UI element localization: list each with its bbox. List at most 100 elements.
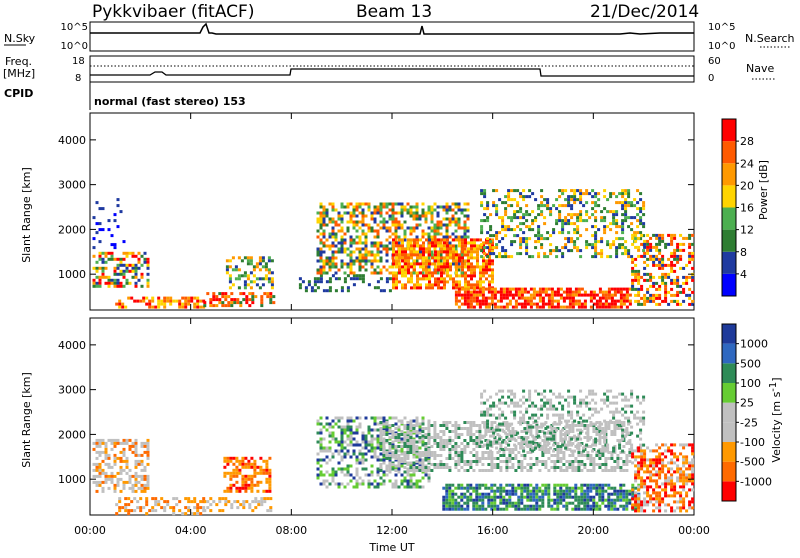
echo-cell — [475, 490, 478, 493]
echo-cell — [463, 421, 466, 424]
echo-cell — [326, 486, 329, 489]
echo-cell — [344, 212, 347, 215]
echo-cell — [245, 298, 248, 301]
echo-cell — [256, 481, 259, 484]
echo-cell — [374, 420, 377, 423]
echo-cell — [338, 468, 341, 471]
echo-cell — [430, 451, 433, 454]
echo-cell — [480, 192, 483, 195]
echo-cell — [505, 502, 508, 505]
echo-cell — [419, 447, 422, 450]
echo-cell — [124, 306, 127, 309]
echo-cell — [480, 204, 483, 207]
echo-cell — [546, 237, 549, 240]
echo-cell — [646, 240, 649, 243]
echo-cell — [590, 306, 593, 309]
echo-cell — [359, 257, 362, 260]
echo-cell — [528, 405, 531, 408]
echo-cell — [413, 227, 416, 230]
echo-cell — [519, 195, 522, 198]
echo-cell — [431, 238, 434, 241]
echo-cell — [445, 490, 448, 493]
echo-cell — [507, 195, 510, 198]
echo-cell — [105, 454, 108, 457]
echo-cell — [528, 228, 531, 231]
echo-cell — [670, 234, 673, 237]
echo-cell — [229, 484, 232, 487]
echo-cell — [362, 459, 365, 462]
n-sky-label: N.Sky — [4, 32, 36, 45]
echo-cell — [398, 260, 401, 263]
echo-cell — [480, 396, 483, 399]
echo-cell — [480, 435, 483, 438]
echo-cell — [557, 303, 560, 306]
echo-cell — [124, 506, 127, 509]
echo-cell — [400, 445, 403, 448]
echo-cell — [250, 262, 253, 265]
echo-cell — [380, 483, 383, 486]
echo-cell — [619, 487, 622, 490]
echo-cell — [317, 260, 320, 263]
echo-cell — [401, 215, 404, 218]
echo-cell — [569, 294, 572, 297]
echo-cell — [631, 270, 634, 273]
echo-cell — [445, 424, 448, 427]
echo-cell — [634, 288, 637, 291]
echo-cell — [406, 454, 409, 457]
echo-cell — [511, 502, 514, 505]
echo-cell — [489, 240, 492, 243]
echo-cell — [561, 255, 564, 258]
echo-cell — [498, 408, 501, 411]
echo-cell — [496, 496, 499, 499]
echo-cell — [601, 484, 604, 487]
echo-cell — [532, 490, 535, 493]
echo-cell — [451, 502, 454, 505]
echo-cell — [398, 224, 401, 227]
echo-cell — [602, 297, 605, 300]
echo-cell — [486, 231, 489, 234]
echo-cell — [492, 189, 495, 192]
echo-cell — [117, 282, 120, 285]
echo-cell — [395, 250, 398, 253]
echo-cell — [344, 486, 347, 489]
echo-cell — [540, 447, 543, 450]
echo-cell — [157, 503, 160, 506]
echo-cell — [236, 301, 239, 304]
echo-cell — [513, 405, 516, 408]
echo-cell — [416, 236, 419, 239]
echo-cell — [102, 252, 105, 255]
echo-cell — [472, 454, 475, 457]
echo-cell — [559, 448, 562, 451]
echo-cell — [646, 288, 649, 291]
echo-cell — [359, 221, 362, 224]
echo-cell — [479, 274, 482, 277]
echo-cell — [515, 300, 518, 303]
echo-cell — [202, 497, 205, 500]
echo-cell — [437, 253, 440, 256]
echo-cell — [347, 274, 350, 277]
echo-cell — [516, 210, 519, 213]
echo-cell — [248, 292, 251, 295]
echo-cell — [634, 270, 637, 273]
echo-cell — [442, 466, 445, 469]
echo-cell — [634, 487, 637, 490]
echo-cell — [585, 213, 588, 216]
echo-cell — [181, 306, 184, 309]
echo-cell — [559, 487, 562, 490]
echo-cell — [320, 423, 323, 426]
echo-cell — [413, 244, 416, 247]
echo-cell — [332, 251, 335, 254]
echo-cell — [368, 480, 371, 483]
echo-cell — [371, 444, 374, 447]
echo-cell — [525, 219, 528, 222]
echo-cell — [403, 433, 406, 436]
echo-cell — [591, 195, 594, 198]
echo-cell — [397, 433, 400, 436]
echo-cell — [467, 227, 470, 230]
echo-cell — [120, 264, 123, 267]
echo-cell — [688, 258, 691, 261]
echo-cell — [570, 195, 573, 198]
echo-cell — [688, 294, 691, 297]
echo-cell — [251, 301, 254, 304]
echo-cell — [132, 264, 135, 267]
